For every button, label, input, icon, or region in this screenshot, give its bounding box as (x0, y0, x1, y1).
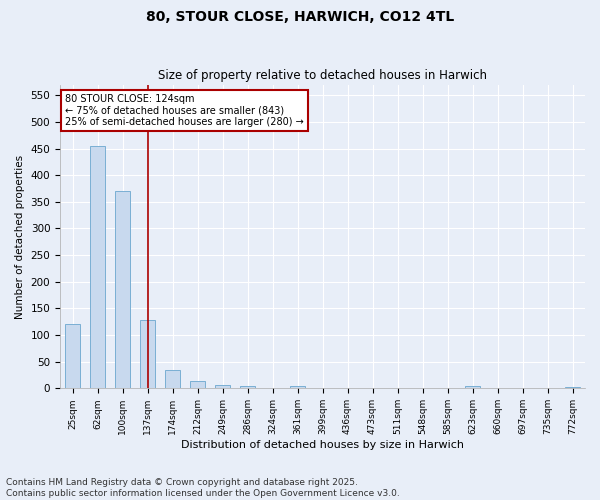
Text: Contains HM Land Registry data © Crown copyright and database right 2025.
Contai: Contains HM Land Registry data © Crown c… (6, 478, 400, 498)
Bar (115, 191, 130, 388)
Bar (290, 386, 305, 388)
Bar (140, 320, 155, 388)
Bar (190, 381, 205, 388)
Bar (565, 386, 580, 388)
Bar (165, 370, 180, 388)
X-axis label: Distribution of detached houses by size in Harwich: Distribution of detached houses by size … (181, 440, 464, 450)
Text: 80, STOUR CLOSE, HARWICH, CO12 4TL: 80, STOUR CLOSE, HARWICH, CO12 4TL (146, 10, 454, 24)
Y-axis label: Number of detached properties: Number of detached properties (15, 154, 25, 318)
Bar (90, 146, 105, 388)
Bar (215, 384, 230, 388)
Bar (240, 386, 255, 388)
Title: Size of property relative to detached houses in Harwich: Size of property relative to detached ho… (158, 69, 487, 82)
Text: 80 STOUR CLOSE: 124sqm
← 75% of detached houses are smaller (843)
25% of semi-de: 80 STOUR CLOSE: 124sqm ← 75% of detached… (65, 94, 304, 127)
Bar (65, 324, 80, 388)
Bar (465, 386, 480, 388)
